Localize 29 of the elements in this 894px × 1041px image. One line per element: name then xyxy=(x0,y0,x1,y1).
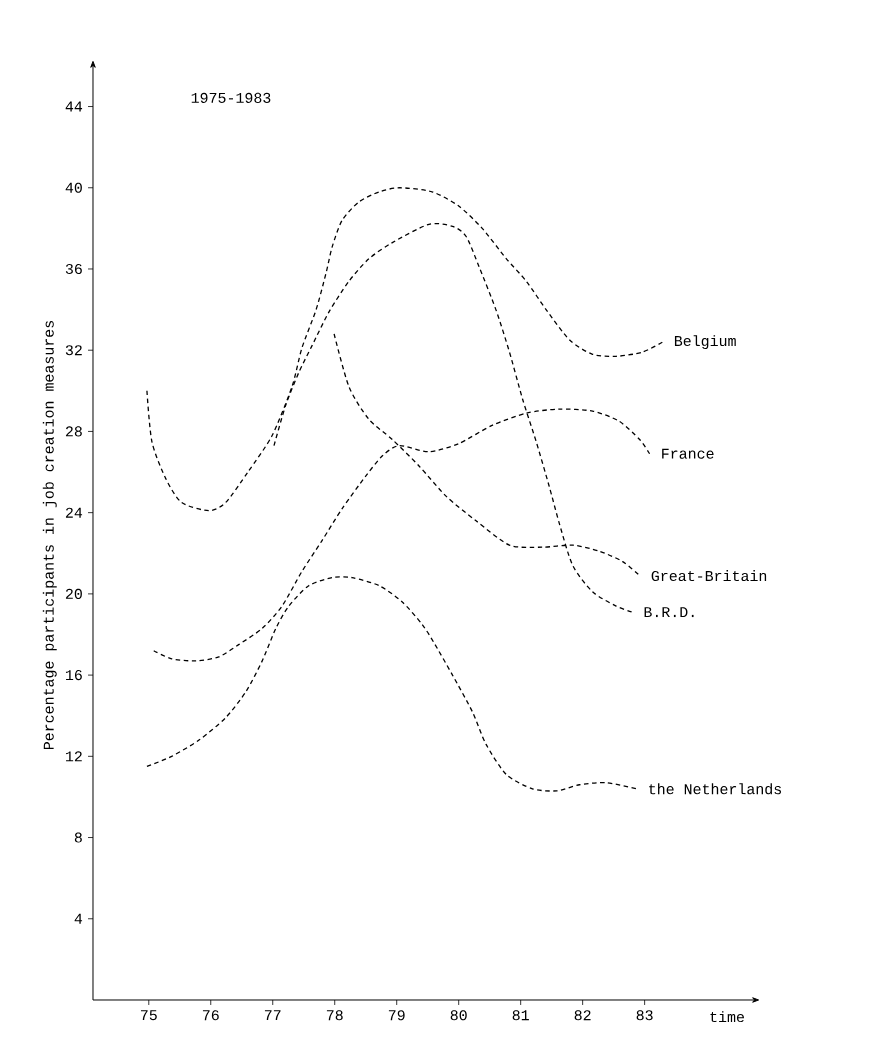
x-tick-label: 81 xyxy=(512,1010,529,1021)
x-tick-label: 75 xyxy=(140,1010,157,1021)
y-axis-title: Percentage participants in job creation measures xyxy=(42,321,57,750)
y-tick-label: 8 xyxy=(74,832,82,843)
x-tick-label: 78 xyxy=(326,1010,343,1021)
y-tick-label: 40 xyxy=(65,182,82,193)
y-tick-label: 36 xyxy=(65,263,82,275)
x-axis-title: time xyxy=(710,1011,744,1023)
series-label: Great-Britain xyxy=(651,570,767,582)
series-label: France xyxy=(662,448,714,459)
y-tick-label: 44 xyxy=(65,101,83,112)
y-tick-label: 12 xyxy=(65,751,82,762)
x-tick-label: 79 xyxy=(388,1010,405,1021)
series-label: the Netherlands xyxy=(649,783,781,795)
series-label: B.R.D. xyxy=(644,607,694,618)
y-tick-label: 24 xyxy=(65,507,83,518)
x-tick-label: 80 xyxy=(450,1010,467,1021)
y-tick-label: 28 xyxy=(65,426,82,437)
text: 1975-1983 xyxy=(191,92,271,103)
x-tick-label: 82 xyxy=(574,1010,591,1021)
line-series xyxy=(146,576,638,792)
y-tick-label: 4 xyxy=(74,913,83,924)
x-tick-label: 76 xyxy=(202,1010,219,1021)
x-tick-label: 83 xyxy=(636,1010,653,1021)
y-tick-label: 16 xyxy=(65,670,82,681)
y-tick-label: 32 xyxy=(65,345,82,356)
x-tick-label: 77 xyxy=(264,1010,281,1020)
y-tick-label: 20 xyxy=(65,588,82,599)
series-label: Belgium xyxy=(674,335,736,350)
